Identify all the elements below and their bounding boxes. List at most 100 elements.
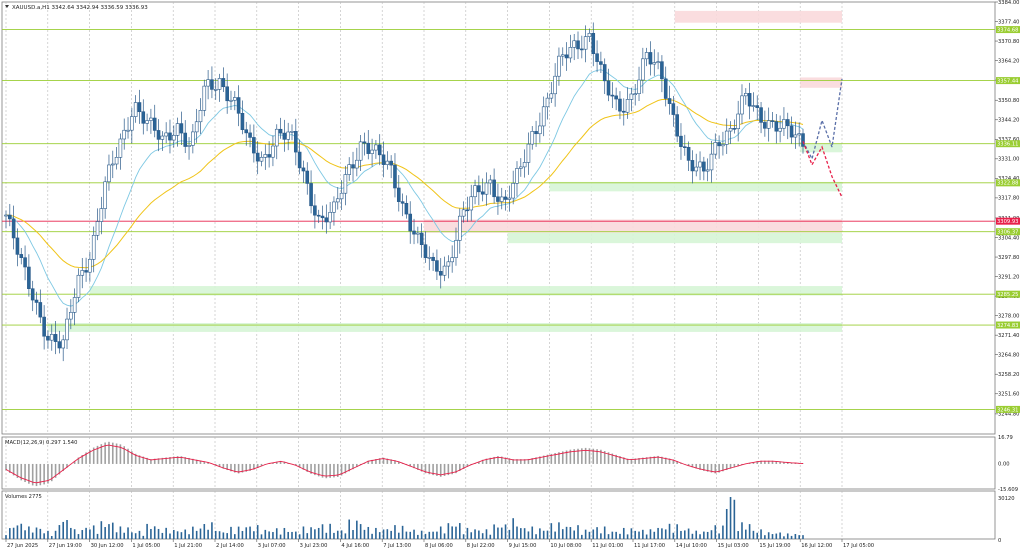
y-tick-label: 3384.00	[998, 0, 1019, 6]
candle	[396, 187, 401, 202]
level-badge	[996, 321, 1020, 329]
y-tick-label: 3297.80	[998, 255, 1019, 261]
candle	[194, 121, 199, 133]
resistance-zone	[800, 77, 842, 88]
candle	[221, 78, 226, 88]
candle	[621, 110, 626, 113]
candle	[69, 312, 73, 320]
candle	[42, 316, 46, 337]
candle	[267, 154, 271, 158]
candle	[107, 164, 111, 183]
candle	[72, 297, 77, 313]
candle	[801, 133, 805, 147]
candle	[743, 93, 748, 97]
candle	[755, 105, 760, 108]
candle	[122, 129, 127, 140]
candle	[423, 244, 428, 258]
candle	[469, 196, 474, 211]
candle	[46, 335, 50, 341]
bearish-forecast-path	[802, 141, 843, 198]
candle	[236, 97, 241, 114]
candle	[797, 133, 801, 136]
y-tick-label: 3350.80	[998, 98, 1019, 104]
candle	[282, 132, 287, 140]
candle	[412, 230, 416, 235]
candle	[721, 144, 725, 147]
candle	[473, 185, 477, 198]
candle	[560, 54, 565, 57]
candle	[499, 196, 504, 202]
candle	[88, 259, 92, 273]
candle	[358, 141, 363, 161]
level-badge	[996, 140, 1020, 148]
candle	[210, 79, 214, 90]
candle	[759, 107, 763, 123]
candle	[400, 201, 405, 204]
candle	[393, 164, 397, 189]
candle	[57, 341, 62, 349]
candle	[316, 214, 321, 217]
level-label: 3246.31	[997, 407, 1018, 413]
candle	[309, 183, 313, 207]
candle	[606, 80, 611, 96]
candle	[198, 110, 203, 123]
candle	[507, 197, 512, 200]
candle	[11, 218, 16, 239]
candle	[789, 125, 794, 138]
support-zone	[800, 144, 842, 153]
candle	[244, 129, 249, 134]
candle	[625, 99, 630, 113]
macd-tick-label: 0.00	[998, 462, 1010, 468]
x-tick-label: 10 Jul 08:00	[550, 543, 581, 549]
candle	[179, 123, 184, 134]
y-tick-label: 3271.40	[998, 333, 1019, 339]
candle	[553, 75, 557, 95]
candle	[709, 153, 714, 171]
candle	[152, 117, 157, 131]
y-tick-label: 3370.80	[998, 39, 1019, 45]
candle	[557, 55, 561, 77]
candle	[252, 137, 256, 154]
candle	[377, 144, 382, 156]
candle	[335, 198, 340, 203]
candle	[374, 144, 378, 151]
candle	[484, 182, 489, 195]
candle	[76, 274, 81, 298]
candle	[778, 127, 782, 132]
candle	[648, 52, 653, 65]
candle	[534, 131, 538, 135]
y-tick-label: 3337.60	[998, 137, 1019, 143]
candle	[702, 161, 706, 172]
candle	[477, 185, 481, 193]
candle	[675, 114, 679, 137]
candle	[663, 78, 668, 99]
macd-tick-label: -15.609	[998, 487, 1018, 493]
candle	[297, 151, 302, 169]
candle	[271, 145, 275, 158]
volume-tick-label: 30120	[998, 496, 1015, 502]
candle	[286, 131, 290, 140]
candle	[511, 183, 515, 199]
candle	[435, 260, 439, 272]
candle	[213, 89, 218, 91]
x-tick-label: 15 Jul 03:00	[718, 543, 749, 549]
y-tick-label: 3244.80	[998, 412, 1019, 418]
candle	[324, 217, 329, 223]
candle	[602, 64, 607, 82]
candle	[583, 36, 588, 50]
level-label: 3306.37	[997, 230, 1018, 236]
candle	[206, 79, 210, 87]
candle	[263, 154, 268, 158]
candle	[736, 113, 740, 130]
candle	[671, 103, 676, 115]
candle	[457, 215, 462, 241]
candle	[328, 212, 332, 223]
candle	[294, 131, 298, 153]
candle	[149, 117, 153, 121]
candle	[694, 166, 699, 172]
candle	[763, 122, 767, 129]
y-tick-label: 3304.40	[998, 235, 1019, 241]
candle	[114, 157, 119, 165]
y-tick-label: 3278.00	[998, 313, 1019, 319]
